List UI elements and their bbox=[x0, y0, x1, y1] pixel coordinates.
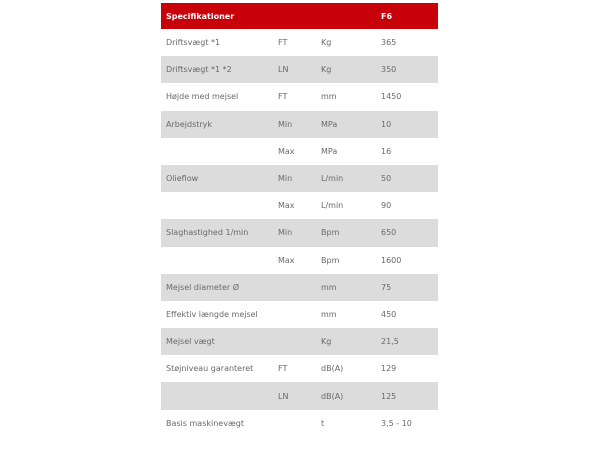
cell-variant: FT bbox=[278, 364, 288, 374]
table-row: Støjniveau garanteret FT dB(A) 129 bbox=[161, 355, 438, 382]
cell-value: 1600 bbox=[381, 255, 402, 265]
cell-unit: dB(A) bbox=[321, 364, 344, 374]
cell-spec-name bbox=[161, 138, 278, 165]
table-header: Specifikationer F6 bbox=[161, 3, 438, 29]
cell-variant bbox=[278, 301, 321, 328]
cell-value: 125 bbox=[381, 382, 438, 410]
header-blank-1 bbox=[278, 3, 321, 29]
cell-value: 75 bbox=[381, 273, 438, 301]
cell-spec-name bbox=[161, 382, 278, 410]
cell-value: 365 bbox=[381, 38, 397, 48]
cell-variant: Max bbox=[278, 201, 295, 211]
table-row: Slaghastighed 1/min Min Bpm 650 bbox=[161, 219, 438, 247]
cell-unit: t bbox=[321, 418, 325, 428]
cell-unit: dB(A) bbox=[321, 382, 381, 410]
header-spec: Specifikationer bbox=[161, 3, 278, 29]
header-blank-2 bbox=[321, 3, 381, 29]
cell-variant: FT bbox=[278, 92, 288, 102]
cell-unit: mm bbox=[321, 92, 337, 102]
table-row: Max Bpm 1600 bbox=[161, 247, 438, 274]
table-row: Mejsel vægt Kg 21,5 bbox=[161, 328, 438, 356]
cell-variant: LN bbox=[278, 382, 321, 410]
cell-unit: mm bbox=[321, 273, 381, 301]
cell-spec-name: Støjniveau garanteret bbox=[166, 364, 254, 374]
cell-spec-name: Basis maskinevægt bbox=[166, 418, 245, 428]
cell-value: 1450 bbox=[381, 92, 402, 102]
cell-spec-name: Slaghastighed 1/min bbox=[161, 219, 278, 247]
cell-unit: Kg bbox=[321, 38, 332, 48]
cell-spec-name: Driftsvægt *1 *2 bbox=[161, 56, 278, 84]
table-row: Driftsvægt *1 *2 LN Kg 350 bbox=[161, 56, 438, 84]
cell-value: 3,5 - 10 bbox=[381, 418, 412, 428]
cell-variant: Max bbox=[278, 255, 295, 265]
cell-unit: MPa bbox=[321, 146, 338, 156]
cell-variant: FT bbox=[278, 38, 288, 48]
table-row: LN dB(A) 125 bbox=[161, 382, 438, 410]
header-model: F6 bbox=[381, 3, 438, 29]
cell-unit: Kg bbox=[321, 56, 381, 84]
cell-unit: mm bbox=[321, 309, 337, 319]
cell-variant: Max bbox=[278, 146, 295, 156]
table-row: Max MPa 16 bbox=[161, 138, 438, 165]
cell-value: 16 bbox=[381, 146, 392, 156]
cell-variant: Min bbox=[278, 110, 321, 138]
cell-value: 21,5 bbox=[381, 328, 438, 356]
cell-spec-name: Olieflow bbox=[161, 164, 278, 193]
cell-value: 10 bbox=[381, 110, 438, 138]
cell-value: 450 bbox=[381, 309, 397, 319]
table-row: Højde med mejsel FT mm 1450 bbox=[161, 83, 438, 110]
cell-value: 129 bbox=[381, 364, 397, 374]
cell-spec-name: Driftsvægt *1 bbox=[166, 38, 221, 48]
cell-spec-name bbox=[161, 192, 278, 219]
cell-spec-name: Højde med mejsel bbox=[166, 92, 239, 102]
cell-unit: L/min bbox=[321, 164, 381, 193]
table-row: Mejsel diameter Ø mm 75 bbox=[161, 273, 438, 301]
cell-variant bbox=[278, 328, 321, 356]
cell-unit: Bpm bbox=[321, 255, 340, 265]
table-row: Driftsvægt *1 FT Kg 365 bbox=[161, 29, 438, 56]
cell-unit: L/min bbox=[321, 201, 344, 211]
cell-spec-name bbox=[161, 247, 278, 274]
cell-spec-name: Mejsel vægt bbox=[161, 328, 278, 356]
cell-unit: Bpm bbox=[321, 219, 381, 247]
cell-value: 50 bbox=[381, 164, 438, 193]
cell-value: 350 bbox=[381, 56, 438, 84]
cell-value: 650 bbox=[381, 219, 438, 247]
cell-variant: Min bbox=[278, 164, 321, 193]
cell-value: 90 bbox=[381, 201, 392, 211]
cell-spec-name: Arbejdstryk bbox=[161, 110, 278, 138]
cell-unit: Kg bbox=[321, 328, 381, 356]
cell-spec-name: Effektiv længde mejsel bbox=[166, 309, 258, 319]
spec-table: Specifikationer F6 Driftsvægt *1 FT Kg 365 D… bbox=[161, 3, 438, 437]
table-row: Basis maskinevægt t 3,5 - 10 bbox=[161, 410, 438, 437]
cell-variant: Min bbox=[278, 219, 321, 247]
table-row: Olieflow Min L/min 50 bbox=[161, 164, 438, 193]
cell-variant: LN bbox=[278, 56, 321, 84]
cell-spec-name: Mejsel diameter Ø bbox=[161, 273, 278, 301]
cell-variant bbox=[278, 273, 321, 301]
table-row: Effektiv længde mejsel mm 450 bbox=[161, 301, 438, 328]
cell-variant bbox=[278, 410, 321, 437]
cell-unit: MPa bbox=[321, 110, 381, 138]
table-row: Max L/min 90 bbox=[161, 192, 438, 219]
table-row: Arbejdstryk Min MPa 10 bbox=[161, 110, 438, 138]
